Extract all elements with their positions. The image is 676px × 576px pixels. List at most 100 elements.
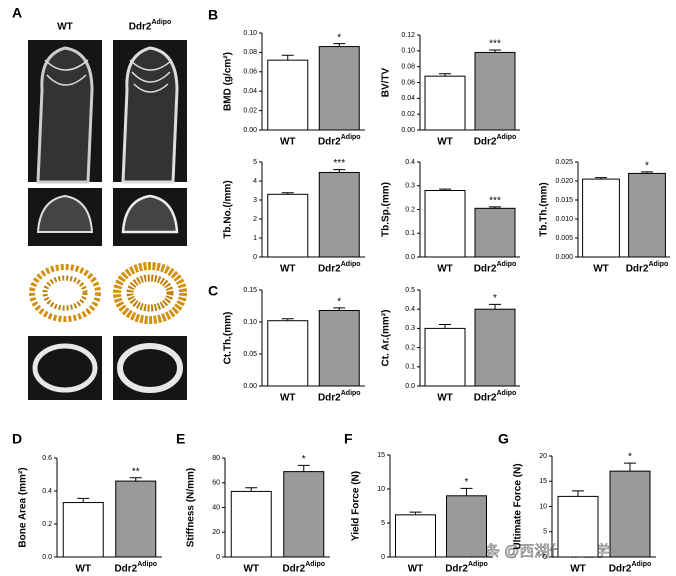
y-axis-label: BMD (g/cm²)	[223, 52, 234, 111]
y-tick-label: 0.04	[401, 95, 415, 102]
bar	[446, 495, 487, 558]
y-tick-label: 0.08	[401, 64, 415, 71]
bar-chart: 0.00 0.02 0.04 0.06 0.08 0.10 * BMD (g/cm²)	[223, 30, 365, 134]
bar	[267, 320, 309, 387]
y-axis-label: Tb.No.(/mm)	[223, 180, 234, 238]
y-tick-label: 20	[212, 529, 220, 536]
category-label: Ddr2	[282, 564, 305, 575]
y-tick-label: 0.15	[243, 287, 257, 294]
y-tick-label: 0.06	[401, 79, 415, 86]
bar	[318, 309, 360, 387]
bar	[557, 495, 599, 558]
y-tick-label: 0.005	[555, 235, 573, 242]
category-label: WT	[437, 264, 453, 275]
y-tick-label: 0.10	[243, 319, 257, 326]
y-tick-label: 0.000	[555, 254, 573, 261]
error-bar	[489, 206, 501, 209]
cross-section	[36, 194, 94, 233]
bar	[318, 171, 360, 258]
category-label: Ddr2	[474, 264, 497, 275]
y-tick-label: 40	[212, 504, 220, 511]
panel-letter: G	[498, 431, 509, 447]
image	[28, 258, 102, 326]
bar-chart: 0 1 2 3 4 5 *** Tb.No.(/mm)	[223, 158, 365, 261]
y-tick-label: 0.1	[405, 364, 415, 371]
cortical-ring	[32, 343, 98, 393]
bar	[230, 490, 272, 558]
y-tick-label: 0.12	[401, 32, 415, 39]
panel-letter: A	[12, 5, 22, 21]
significance: *	[628, 452, 632, 463]
significance: *	[302, 454, 306, 465]
y-tick-label: 0.0	[405, 383, 415, 390]
error-bar	[572, 490, 584, 497]
y-tick-label: 0.05	[243, 351, 257, 358]
bar-chart: 0 5 10 15 * Yield Force (N)	[351, 452, 492, 561]
category-superscript: Adipo	[305, 561, 325, 568]
category-label: Ddr2	[474, 137, 497, 148]
y-tick-label: 0.4	[42, 488, 52, 495]
category-label: WT	[75, 564, 91, 575]
category-label: WT	[243, 564, 259, 575]
bar-chart: 0 5 10 15 20 * Ultimate Force (N)	[513, 452, 656, 561]
category-superscript: Adipo	[151, 19, 171, 26]
bar	[474, 51, 516, 131]
bar	[115, 480, 157, 558]
error-bar	[297, 464, 310, 472]
panel-letter: D	[12, 431, 22, 447]
y-tick-label: 0.4	[405, 306, 415, 313]
y-tick-label: 0.0	[405, 254, 415, 261]
y-tick-label: 0.04	[243, 88, 257, 95]
y-tick-label: 80	[212, 455, 220, 462]
y-tick-label: 0.10	[401, 48, 415, 55]
bar-chart: 0 20 40 60 80 * Stiffness (N/mm)	[186, 454, 330, 561]
category-label: Ddr2	[445, 564, 468, 575]
category-superscript: Adipo	[496, 390, 516, 397]
category-label: WT	[280, 137, 296, 148]
y-axis-label: Ultimate Force (N)	[513, 463, 524, 549]
y-tick-label: 1	[253, 235, 257, 242]
significance: *	[645, 161, 649, 172]
error-bar	[409, 511, 422, 515]
bar	[318, 46, 360, 131]
category-superscript: Adipo	[341, 390, 361, 397]
category-label: WT	[408, 564, 424, 575]
trabeculae	[44, 59, 173, 93]
error-bar	[333, 169, 346, 173]
bar	[62, 502, 104, 558]
category-label: WT	[437, 393, 453, 404]
error-bar	[245, 487, 258, 492]
y-tick-label: 0.4	[405, 159, 415, 166]
cortical-ring	[117, 343, 183, 393]
bar-chart: 0.0 0.1 0.2 0.3 0.4 0.5 * Ct. Ar.(mm²)	[381, 287, 520, 390]
y-tick-label: 0.2	[405, 344, 415, 351]
panel-letter: B	[208, 7, 218, 23]
significance: ***	[333, 158, 345, 169]
significance: *	[465, 477, 469, 488]
error-bar	[489, 49, 501, 53]
y-tick-label: 0.10	[243, 30, 257, 37]
y-tick-label: 15	[539, 478, 547, 485]
category-label: WT	[280, 264, 296, 275]
category-superscript: Adipo	[496, 261, 516, 268]
error-bar	[333, 43, 346, 47]
category-label: Ddr2	[318, 393, 341, 404]
bar-chart: 0.0 0.2 0.4 0.6 ** Bone Area (mm²)	[18, 455, 162, 561]
bar	[424, 327, 466, 387]
y-axis-label: BV/TV	[381, 67, 392, 97]
y-tick-label: 0.2	[42, 521, 52, 528]
trabecular-3d	[29, 264, 101, 322]
y-tick-label: 0.06	[243, 69, 257, 76]
y-tick-label: 5	[253, 159, 257, 166]
error-bar	[333, 307, 346, 311]
category-label: Ddr2	[129, 22, 152, 33]
y-tick-label: 0	[543, 554, 547, 561]
category-label: WT	[280, 393, 296, 404]
bar	[267, 59, 309, 131]
significance: *	[337, 32, 341, 43]
error-bar	[77, 497, 90, 503]
trabecular-3d	[113, 262, 187, 324]
micro-ct-images	[28, 40, 187, 400]
category-label: WT	[593, 264, 609, 275]
bone-section	[121, 46, 179, 184]
